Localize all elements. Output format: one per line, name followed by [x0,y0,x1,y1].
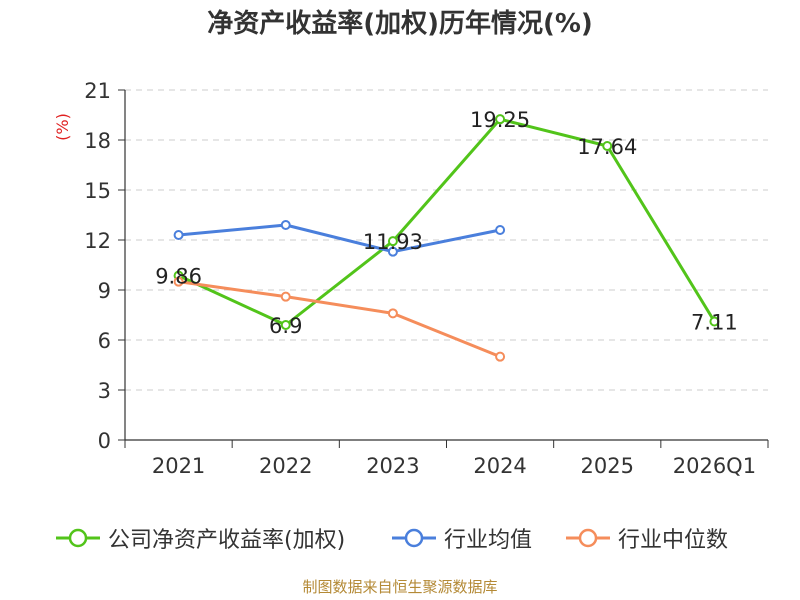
series-line [177,117,716,327]
data-point [280,320,291,330]
y-tick-label: 9 [98,279,111,303]
x-tick-label: 2023 [366,454,419,478]
legend-label-industry-median: 行业中位数 [618,528,729,553]
series-line [178,223,501,254]
data-point [387,246,398,257]
source-note: 制图数据来自恒生聚源数据库 [302,578,498,596]
x-tick-label: 2025 [581,454,634,478]
y-axis-label: (%) [53,113,72,141]
legend-item-company-roe[interactable]: 公司净资产收益率(加权) [54,518,345,558]
data-point [173,276,184,287]
y-tick-label: 3 [98,379,111,403]
data-point [495,225,506,235]
chart-title: 净资产收益率(加权)历年情况(%) [207,9,593,39]
x-tick-label: 2022 [259,454,312,478]
data-label: 19.25 [470,108,530,132]
data-point [602,141,613,151]
x-tick-label: 2026Q1 [673,454,756,478]
y-tick-label: 15 [84,179,111,203]
data-label: 17.64 [577,135,637,159]
series-line [178,280,501,359]
legend-line-marker-orange [566,528,610,548]
data-point [280,220,291,230]
legend-line-marker-green [56,528,100,548]
data-point [387,308,398,319]
data-point [709,316,720,327]
legend-label-company-roe: 公司净资产收益率(加权) [108,528,346,553]
data-point [280,291,291,302]
y-tick-label: 0 [98,429,111,453]
legend-label-industry-mean: 行业均值 [444,528,533,553]
data-label: 6.9 [269,314,302,338]
x-tick-label: 2021 [152,454,205,478]
y-tick-label: 12 [84,229,111,253]
data-point [387,236,398,247]
data-point [495,114,506,125]
y-tick-label: 21 [84,79,111,103]
data-point [173,230,184,240]
legend: 公司净资产收益率(加权) 行业均值 行业中位数 [0,518,800,558]
data-point [495,351,506,362]
data-label: 9.86 [155,265,202,289]
legend-item-industry-median[interactable]: 行业中位数 [564,518,728,558]
legend-line-marker-blue [392,528,436,548]
legend-item-industry-mean[interactable]: 行业均值 [390,518,532,558]
y-tick-label: 18 [84,129,111,153]
data-label: 7.11 [691,311,738,335]
data-label: 11.93 [363,230,423,254]
y-tick-label: 6 [98,329,111,353]
x-tick-label: 2024 [473,454,526,478]
